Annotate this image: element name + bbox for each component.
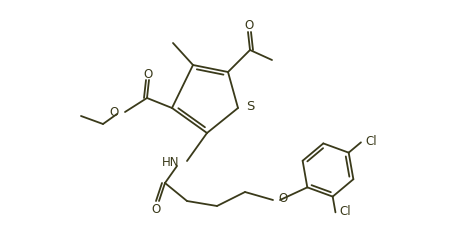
Text: Cl: Cl (365, 135, 377, 148)
Text: O: O (244, 20, 254, 33)
Text: O: O (110, 106, 119, 120)
Text: S: S (246, 100, 254, 112)
Text: Cl: Cl (339, 205, 351, 218)
Text: O: O (143, 67, 153, 81)
Text: O: O (278, 192, 287, 206)
Text: HN: HN (161, 157, 179, 169)
Text: O: O (151, 203, 160, 215)
